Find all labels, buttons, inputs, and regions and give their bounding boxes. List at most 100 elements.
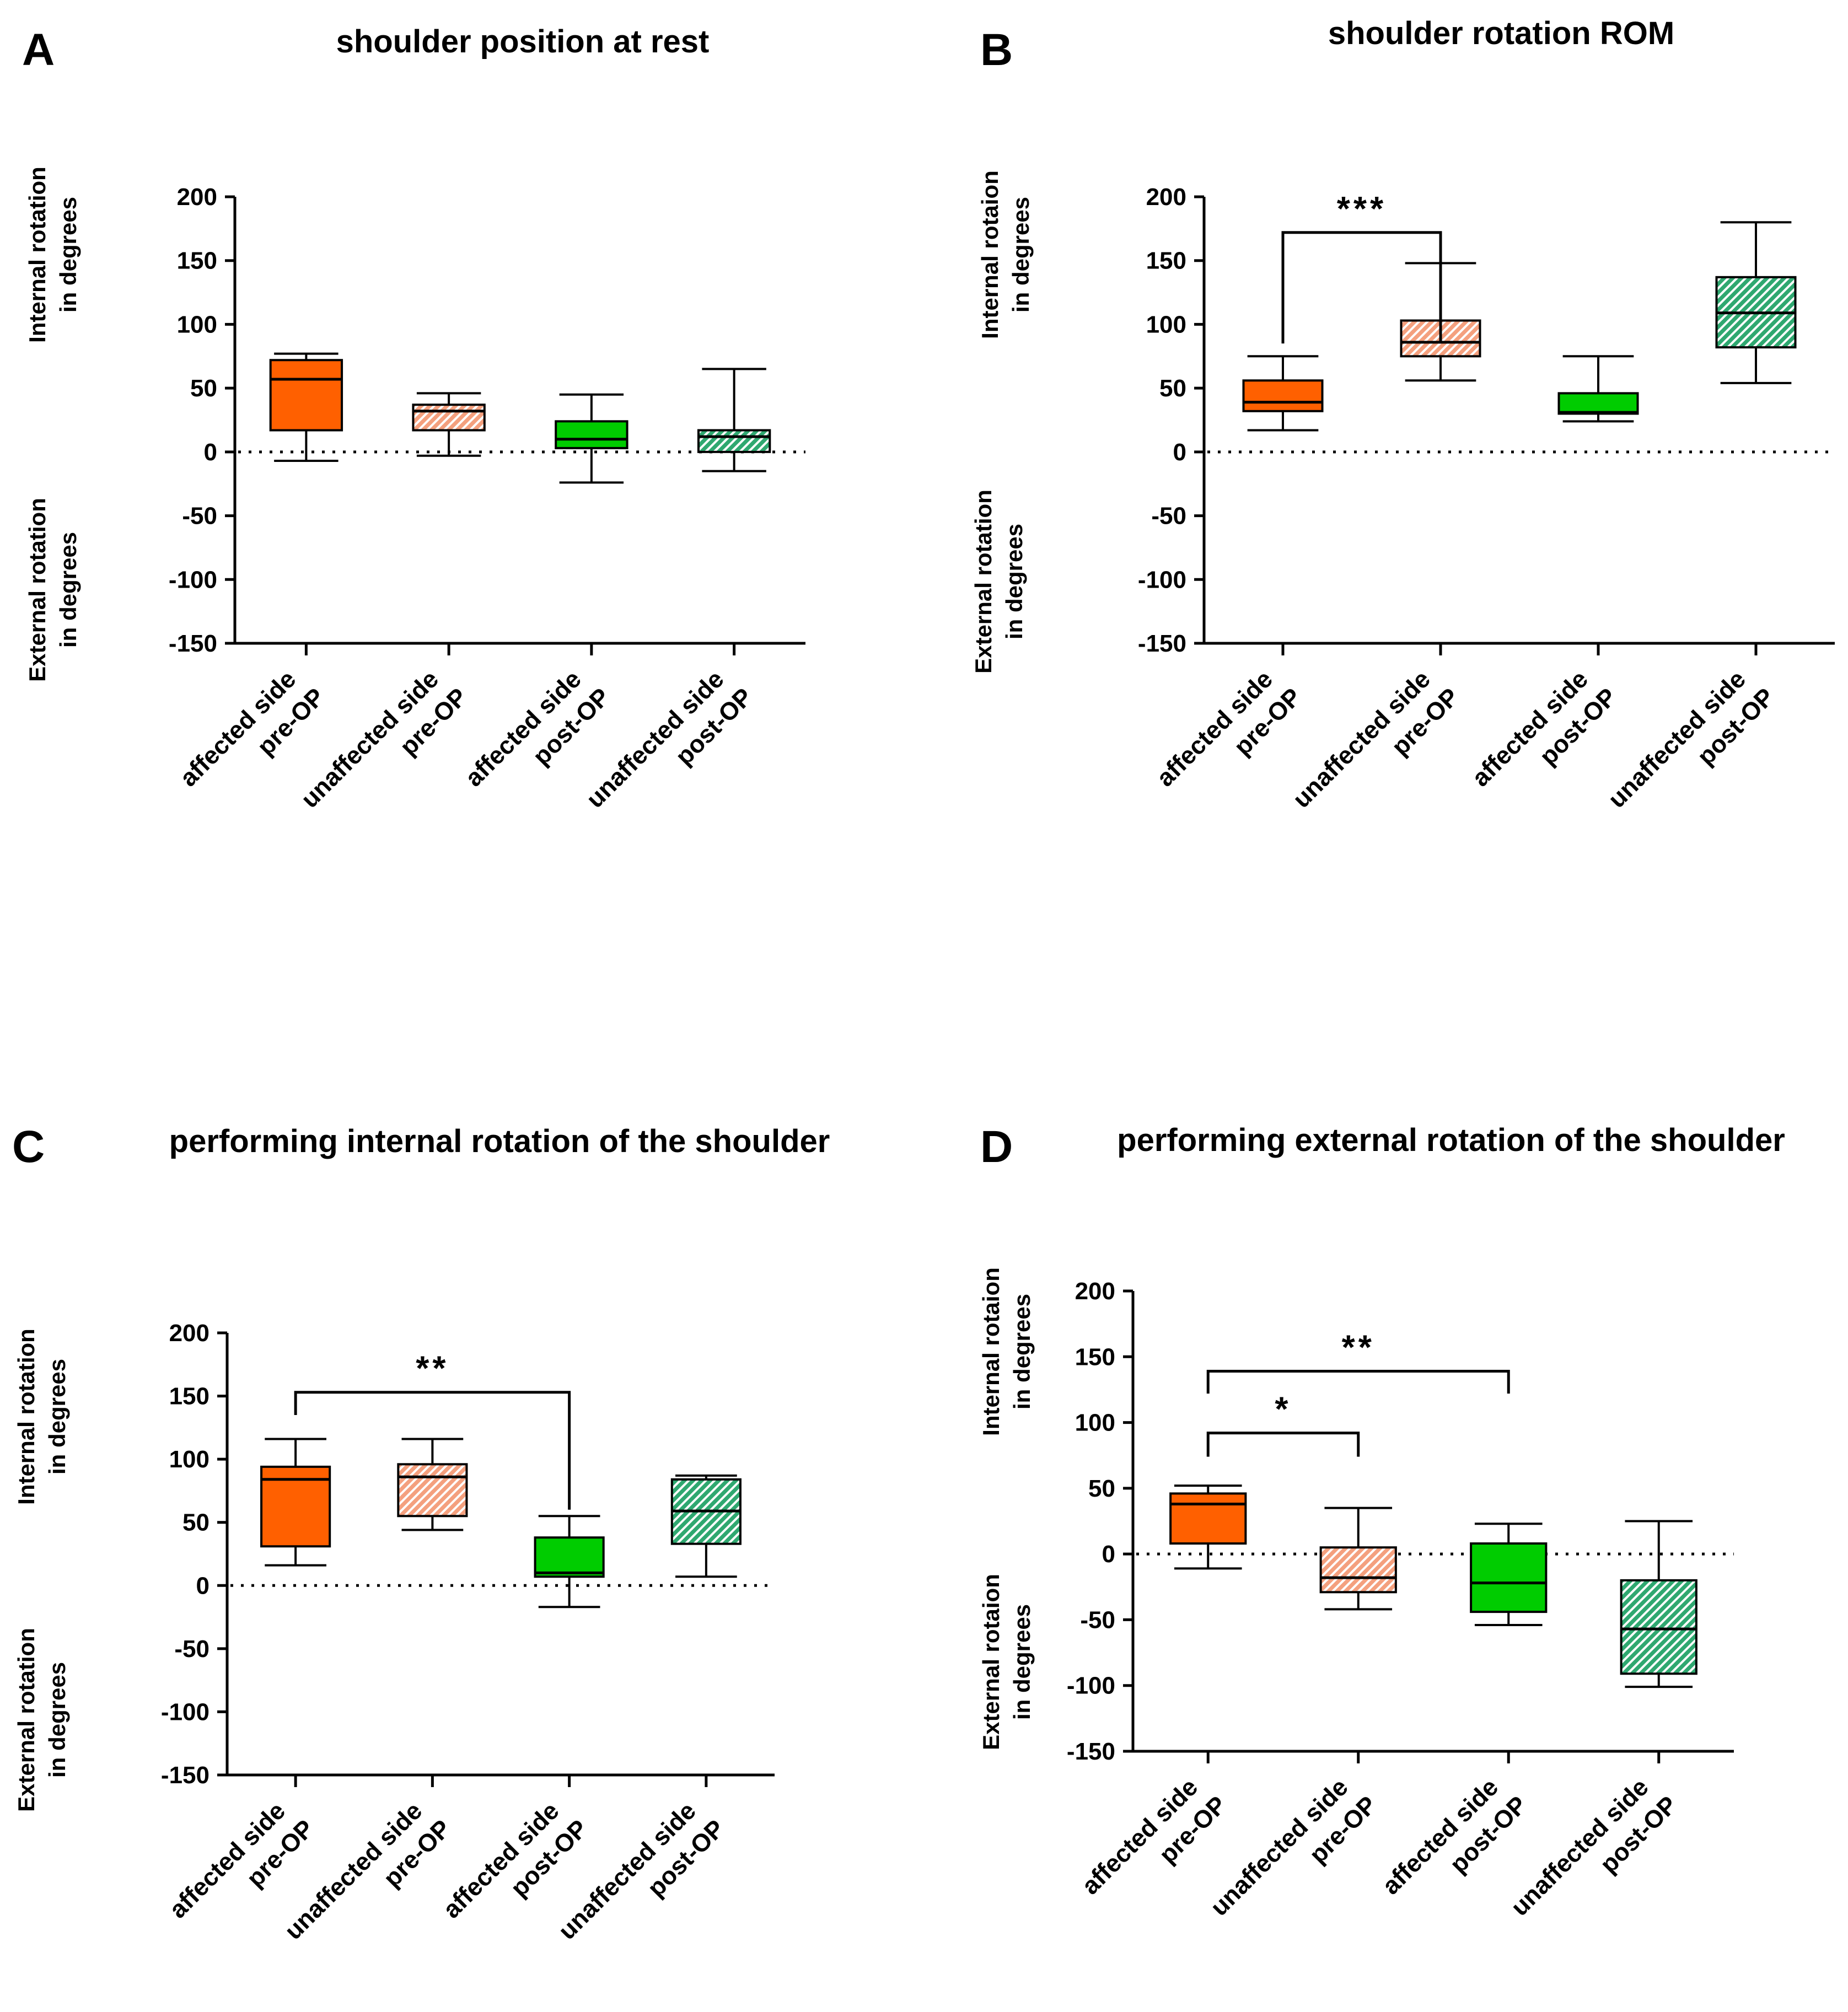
panel-b-y-tick-label: -50 [1151, 503, 1186, 530]
panel-b-iqr-box [1242, 379, 1324, 412]
panel-b-ylabel-lower-2: in degrees [1001, 524, 1027, 639]
panel-a-iqr-box [555, 420, 628, 449]
panel-d-iqr-box [1169, 1492, 1247, 1545]
panel-d-y-tick-label: -100 [1067, 1672, 1115, 1699]
panel-c-iqr-box [534, 1536, 605, 1578]
panel-a-letter: A [22, 25, 55, 75]
panel-c-bracket-line [294, 1391, 571, 1510]
panel-c-ylabel-upper-1: Internal rotation [13, 1328, 39, 1505]
panel-c-y-tick-label: 0 [196, 1572, 209, 1599]
panel-a-y-tick-label: 150 [177, 248, 217, 275]
panel-c-iqr-box [397, 1463, 468, 1518]
panel-a-iqr-box [697, 429, 771, 453]
panel-b-box-unaffected-post-op [1715, 221, 1797, 384]
panel-c-letter: C [12, 1122, 45, 1172]
panel-d-y-tick-label: -150 [1067, 1738, 1115, 1765]
panel-d-significance-bracket: * [1206, 1391, 1360, 1457]
panel-b: B shoulder rotation ROM Internal rotaion… [970, 15, 1835, 813]
panel-a-box-unaffected-post-op [697, 368, 771, 472]
panel-c-ylabel-lower-1: External rotation [13, 1628, 39, 1812]
panel-c-y-tick-label: 100 [169, 1446, 209, 1473]
panel-d-y-tick-label: -50 [1080, 1606, 1115, 1633]
panel-b-y-tick-label: -100 [1138, 566, 1186, 593]
panel-c-significance-bracket: ** [294, 1350, 571, 1510]
panel-b-significance-label: *** [1337, 190, 1387, 228]
panel-a-y-tick-label: 50 [190, 375, 217, 402]
panel-d-bracket-line [1206, 1432, 1360, 1457]
panel-b-letter: B [980, 25, 1013, 75]
panel-a-y-tick-label: -50 [182, 503, 217, 530]
panel-d-y-tick-label: 50 [1088, 1475, 1115, 1502]
panel-a: A shoulder position at rest Internal rot… [22, 24, 805, 813]
panel-b-ylabel-lower-1: External rotation [970, 489, 996, 674]
panel-c-y-tick-label: -100 [161, 1698, 209, 1725]
panel-a-box-affected-post-op [555, 393, 628, 484]
panel-b-y-tick-label: -150 [1138, 630, 1186, 657]
panel-a-title: shoulder position at rest [336, 24, 710, 60]
panel-d-ylabel-lower-2: in degrees [1009, 1604, 1035, 1720]
panel-d-significance-label: ** [1342, 1329, 1375, 1367]
panel-c-y-tick-label: -150 [161, 1762, 209, 1789]
panel-b-title: shoulder rotation ROM [1328, 15, 1674, 51]
panel-a-y-tick-label: 0 [204, 439, 217, 466]
panel-d-letter: D [980, 1122, 1013, 1172]
panel-d-box-affected-pre-op [1169, 1484, 1247, 1570]
panel-d-y-tick-label: 200 [1075, 1278, 1115, 1305]
panel-c-box-affected-pre-op [260, 1438, 331, 1567]
panel-b-box-affected-post-op [1557, 355, 1639, 423]
panel-d-box-unaffected-pre-op [1319, 1507, 1397, 1611]
panel-d-y-tick-label: 0 [1102, 1541, 1115, 1568]
panel-a-ylabel-lower-2: in degrees [55, 532, 81, 648]
panel-b-y-tick-label: 0 [1173, 439, 1186, 466]
panel-c-box-unaffected-pre-op [397, 1438, 468, 1531]
panel-c-significance-label: ** [416, 1350, 449, 1388]
panel-d-ylabel-lower-1: External rotaion [978, 1574, 1004, 1750]
panel-a-y-tick-label: 100 [177, 311, 217, 338]
panel-c-y-tick-label: 150 [169, 1383, 209, 1410]
panel-d-ylabel-upper-2: in degrees [1009, 1294, 1035, 1410]
panel-a-box-affected-pre-op [269, 352, 343, 462]
panel-a-ylabel-lower-1: External rotation [24, 498, 50, 682]
panel-d-iqr-box [1470, 1542, 1548, 1613]
panel-a-y-tick-label: 200 [177, 184, 217, 211]
panel-d-iqr-box [1620, 1579, 1697, 1675]
panel-c-y-tick-label: 50 [182, 1509, 209, 1536]
panel-b-y-tick-label: 150 [1146, 248, 1186, 275]
panel-d-y-tick-label: 150 [1075, 1343, 1115, 1370]
panel-b-y-tick-label: 50 [1159, 375, 1186, 402]
panel-c-box-affected-post-op [534, 1515, 605, 1608]
panel-b-iqr-box [1557, 392, 1639, 415]
panel-d-bracket-line [1206, 1370, 1510, 1394]
panel-b-ylabel-upper-2: in degrees [1008, 197, 1034, 313]
panel-d-iqr-box [1319, 1546, 1397, 1594]
panel-b-bracket-line [1281, 231, 1442, 344]
panel-b-y-tick-label: 100 [1146, 311, 1186, 338]
panel-d-box-unaffected-post-op [1620, 1520, 1697, 1688]
panel-b-ylabel-upper-1: Internal rotaion [977, 170, 1003, 339]
panel-d-significance-label: * [1275, 1391, 1291, 1429]
panel-c-y-tick-label: -50 [174, 1636, 209, 1663]
panel-b-y-tick-label: 200 [1146, 184, 1186, 211]
panel-c-ylabel-upper-2: in degrees [44, 1359, 70, 1475]
panel-c-y-tick-label: 200 [169, 1320, 209, 1347]
panel-c-box-unaffected-post-op [670, 1474, 742, 1578]
panel-d-ylabel-upper-1: Internal rotaion [978, 1267, 1004, 1436]
panel-d-significance-bracket: ** [1206, 1329, 1510, 1394]
panel-c: C performing internal rotation of the sh… [12, 1122, 830, 1945]
panel-d-box-affected-post-op [1470, 1523, 1548, 1626]
panel-a-y-tick-label: -100 [169, 566, 217, 593]
panel-d: D performing external rotation of the sh… [978, 1122, 1785, 1921]
panel-a-ylabel-upper-1: Internal rotation [24, 166, 50, 343]
panel-c-title: performing internal rotation of the shou… [169, 1123, 830, 1159]
panel-b-box-affected-pre-op [1242, 355, 1324, 432]
panel-a-box-unaffected-pre-op [412, 392, 486, 457]
panel-d-title: performing external rotation of the shou… [1117, 1122, 1785, 1158]
panel-a-ylabel-upper-2: in degrees [55, 197, 81, 313]
panel-a-iqr-box [412, 404, 486, 432]
panel-b-significance-bracket: *** [1281, 190, 1442, 344]
